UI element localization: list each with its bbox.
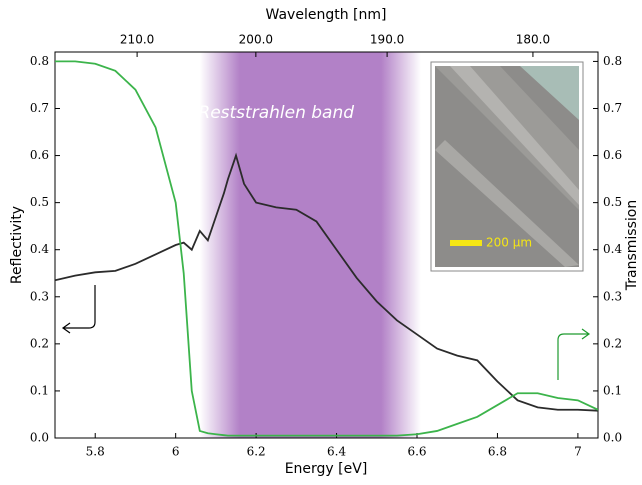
y2-tick-label: 0.1 (603, 383, 622, 397)
y-tick-label: 0.1 (30, 383, 49, 397)
x2-tick-label: 190.0 (370, 33, 404, 47)
x-tick-label: 7 (574, 445, 582, 459)
y-tick-label: 0.6 (30, 148, 49, 162)
y-tick-label: 0.5 (30, 195, 49, 209)
x-tick-label: 6 (172, 445, 180, 459)
y-tick-label: 0.7 (30, 101, 49, 115)
y2-tick-label: 0.6 (603, 148, 622, 162)
y2-tick-label: 0.0 (603, 431, 622, 445)
y-tick-label: 0.8 (30, 54, 49, 68)
annotation: Reststrahlen band (198, 103, 354, 123)
x-tick-label: 5.8 (86, 445, 105, 459)
x2-tick-label: 200.0 (239, 33, 273, 47)
shaded-band (199, 52, 422, 438)
plot-frame (54, 51, 599, 439)
data-line (55, 60, 598, 437)
x2-tick-label: 210.0 (120, 33, 154, 47)
x2-tick-label: 180.0 (516, 33, 550, 47)
left-axis-arrow (61, 285, 96, 334)
y-tick-label: 0.3 (30, 289, 49, 303)
inset-label: 200 μm (486, 236, 532, 250)
y2-tick-label: 0.8 (603, 54, 622, 68)
x-tick-label: 6.8 (488, 445, 507, 459)
y2-tick-label: 0.4 (603, 242, 622, 256)
y2-axis-label: Transmission (624, 200, 640, 291)
x2-axis-label: Wavelength [nm] (266, 7, 387, 23)
data-line (55, 152, 598, 412)
x-axis-label: Energy [eV] (285, 461, 368, 477)
y2-tick-label: 0.3 (603, 289, 622, 303)
x-tick-label: 6.6 (407, 445, 426, 459)
y-tick-label: 0.2 (30, 336, 49, 350)
y-tick-label: 0.4 (30, 242, 49, 256)
y2-tick-label: 0.7 (603, 101, 622, 115)
y2-tick-label: 0.2 (603, 336, 622, 350)
x-tick-label: 6.2 (247, 445, 266, 459)
y2-tick-label: 0.5 (603, 195, 622, 209)
y-axis-label: Reflectivity (9, 206, 25, 284)
right-axis-arrow (557, 328, 591, 380)
x-tick-label: 6.4 (327, 445, 346, 459)
inset-photo: 200 μm (430, 61, 584, 272)
y-tick-label: 0.0 (30, 431, 49, 445)
